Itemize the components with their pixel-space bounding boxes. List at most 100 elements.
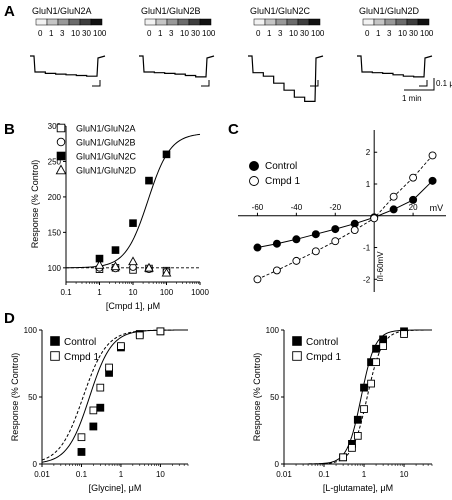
concentration-label: 0 <box>256 29 261 38</box>
concentration-bar <box>155 18 168 26</box>
data-point <box>379 335 388 344</box>
x-axis-title: mV <box>430 203 444 213</box>
fit-curve <box>41 329 188 461</box>
legend-label: Control <box>306 337 338 348</box>
concentration-bar <box>199 18 212 26</box>
concentration-label: 3 <box>278 29 283 38</box>
y-axis-title: Response (% Control) <box>10 353 20 442</box>
concentration-label: 3 <box>387 29 392 38</box>
legend-marker <box>292 351 302 361</box>
data-point <box>77 448 86 456</box>
concentration-bar <box>79 18 92 26</box>
data-point <box>272 266 281 275</box>
concentration-bar <box>297 18 310 26</box>
data-point <box>400 330 408 338</box>
concentration-label: 10 <box>398 29 407 38</box>
panel-d-letter: D <box>4 310 15 327</box>
concentration-bar <box>308 18 321 26</box>
x-tick-label: 1000 <box>191 288 209 297</box>
data-point <box>111 246 120 254</box>
x-tick-label: 10 <box>400 470 409 479</box>
concentration-label: 1 <box>49 29 54 38</box>
concentration-bar <box>275 18 288 26</box>
y-tick-label: 0 <box>33 460 38 469</box>
y-axis-title: Response (% Control) <box>30 160 40 249</box>
x-tick-label: 0.1 <box>76 470 88 479</box>
concentration-label: 30 <box>409 29 418 38</box>
y-tick-label: 2 <box>366 148 371 157</box>
y-tick-label: 200 <box>48 193 62 202</box>
data-point <box>156 327 165 336</box>
scale-current-label: 0.1 μA <box>436 79 452 88</box>
data-point <box>89 406 98 415</box>
data-point <box>96 383 105 392</box>
concentration-bar <box>57 18 70 26</box>
data-point <box>253 275 262 284</box>
scale-corner <box>92 80 101 87</box>
data-point <box>350 226 359 235</box>
concentration-label: 30 <box>300 29 309 38</box>
x-tick-label: 1 <box>119 470 124 479</box>
x-tick-label: 0.01 <box>276 470 292 479</box>
panel-b-chart: 0.1 1 10 100 1000 100 150 200 250 300 [Cmpd 1], μM… <box>30 122 209 311</box>
concentration-bar <box>188 18 201 26</box>
data-point <box>367 379 375 388</box>
legend-marker <box>249 161 259 171</box>
data-point <box>339 453 347 462</box>
y-tick-label: 300 <box>48 122 62 131</box>
legend-marker <box>56 123 66 133</box>
x-tick-label: 10 <box>129 288 138 297</box>
panel-b-letter: B <box>4 121 15 138</box>
data-point <box>162 150 171 159</box>
x-tick-label: 0.1 <box>60 288 72 297</box>
data-point <box>331 225 340 234</box>
data-point <box>409 195 418 204</box>
legend-marker <box>56 151 66 161</box>
legend-label: Cmpd 1 <box>306 352 341 363</box>
legend-marker <box>50 336 60 346</box>
concentration-label: 3 <box>169 29 174 38</box>
data-point <box>311 230 320 239</box>
y-tick-label: 0 <box>275 460 280 469</box>
legend-marker <box>249 176 259 186</box>
data-point <box>409 173 418 182</box>
concentration-label: 10 <box>71 29 80 38</box>
data-point <box>128 256 138 266</box>
trace-title: GluN1/GluN2B <box>141 6 201 16</box>
data-point <box>292 235 301 244</box>
y-tick-label: 250 <box>48 157 62 166</box>
data-point <box>96 403 105 412</box>
x-tick-label: 20 <box>409 203 418 212</box>
current-trace <box>30 55 106 77</box>
x-axis-title: [Cmpd 1], μM <box>106 301 160 311</box>
legend-marker <box>292 336 302 346</box>
legend-label: GluN1/GluN2B <box>76 138 136 148</box>
trace-title: GluN1/GluN2D <box>359 6 420 16</box>
fit-curve <box>284 329 432 465</box>
panel-a-letter: A <box>4 3 15 20</box>
data-point <box>77 433 86 442</box>
data-point <box>253 243 262 252</box>
legend-label: GluN1/GluN2C <box>76 152 137 162</box>
concentration-bar <box>417 18 430 26</box>
legend-label: GluN1/GluN2D <box>76 166 137 176</box>
trace-title: GluN1/GluN2A <box>32 6 92 16</box>
fit-curve <box>284 329 432 465</box>
data-point <box>161 267 172 277</box>
data-point <box>292 256 301 265</box>
scale-corner <box>201 80 210 87</box>
data-point <box>389 205 398 214</box>
x-axis-title: [Glycine], μM <box>89 483 142 493</box>
x-tick-label: -40 <box>291 203 303 212</box>
y-tick-label: 50 <box>270 393 279 402</box>
data-point <box>110 261 121 271</box>
x-tick-label: 1 <box>97 288 102 297</box>
concentration-label: 0 <box>147 29 152 38</box>
concentration-label: 3 <box>60 29 65 38</box>
data-point <box>360 383 368 392</box>
iv-line <box>257 155 433 280</box>
data-point <box>94 259 105 269</box>
concentration-bar <box>253 18 266 26</box>
